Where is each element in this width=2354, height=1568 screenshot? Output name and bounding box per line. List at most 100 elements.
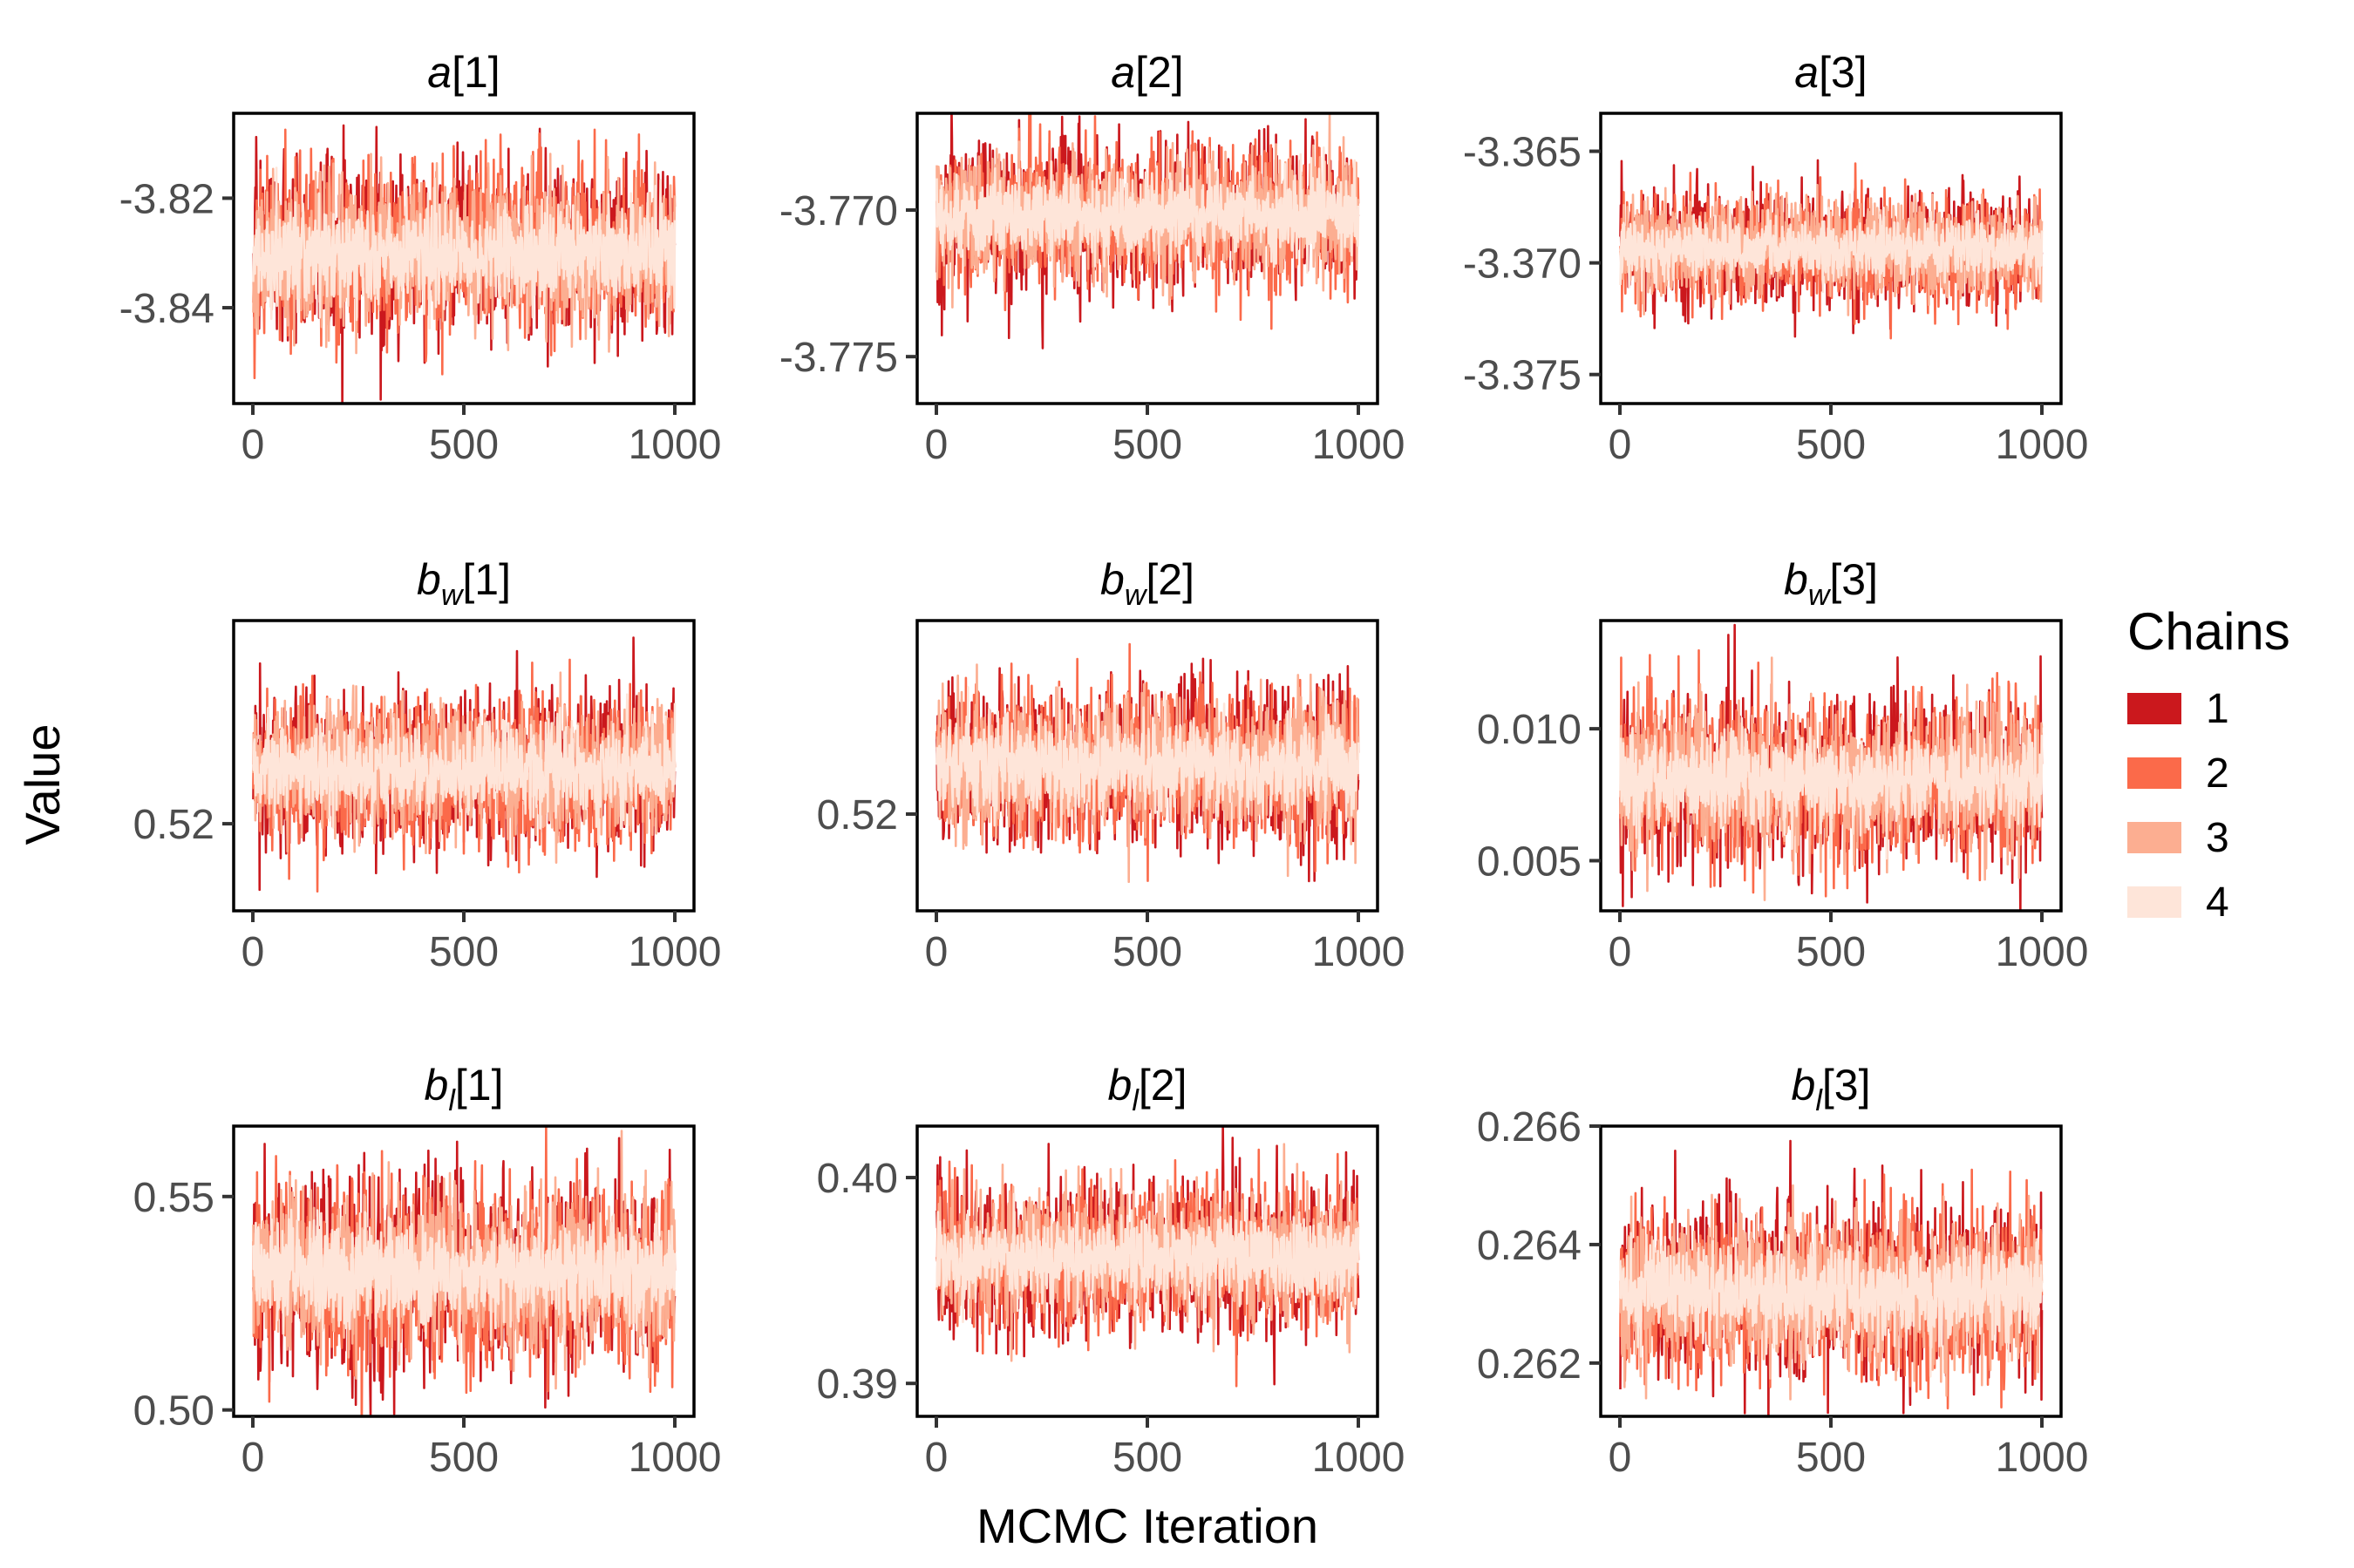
trace-lines	[935, 1126, 1360, 1388]
x-tick-label: 0	[1609, 929, 1632, 975]
x-tick-label: 0	[242, 929, 265, 975]
x-axis-title: MCMC Iteration	[976, 1498, 1318, 1553]
chain-4-trace	[935, 146, 1360, 274]
x-tick-label: 500	[1112, 929, 1182, 975]
legend-label: 3	[2206, 815, 2229, 861]
legend-title: Chains	[2127, 602, 2290, 661]
panel-title: a[3]	[1794, 48, 1867, 97]
panel-title: bw[2]	[1100, 555, 1194, 612]
trace-lines	[252, 124, 677, 404]
x-tick-label: 500	[1796, 422, 1866, 468]
x-tick-label: 0	[925, 1435, 949, 1481]
panel-title: bl[3]	[1792, 1061, 1871, 1117]
x-tick-label: 0	[1609, 422, 1632, 468]
y-tick-label: -3.770	[779, 188, 898, 234]
legend: Chains 1 2 3 4	[2127, 602, 2290, 926]
trace-panel: bw[1] 0.52 0 500 1000	[133, 555, 722, 975]
y-tick-label: 0.40	[817, 1156, 898, 1202]
x-tick-label: 0	[925, 929, 949, 975]
x-tick-label: 0	[242, 1435, 265, 1481]
chain-4-trace	[252, 1186, 677, 1361]
x-tick-label: 1000	[1996, 422, 2089, 468]
y-tick-label: 0.52	[133, 802, 214, 848]
trace-panel: bw[2] 0.52 0 500 1000	[817, 555, 1405, 975]
y-tick-label: -3.775	[779, 335, 898, 381]
y-tick-label: -3.375	[1463, 353, 1582, 399]
y-tick-label: 0.010	[1477, 707, 1582, 753]
trace-panel: bw[3] 0.005 0.010 0 500 1000	[1477, 555, 2089, 975]
trace-panel: a[2] -3.775 -3.770 0 500 1000	[779, 48, 1405, 468]
legend-item: 4	[2127, 879, 2229, 926]
legend-items: 1 2 3 4	[2127, 686, 2229, 926]
chain-4-trace	[1619, 703, 2044, 860]
legend-swatch	[2127, 693, 2181, 724]
x-tick-label: 500	[429, 1435, 499, 1481]
trace-panel: bl[1] 0.50 0.55 0 500 1000	[133, 1061, 722, 1481]
chain-4-trace	[1619, 1222, 2044, 1378]
y-tick-label: 0.55	[133, 1175, 214, 1221]
x-tick-label: 0	[1609, 1435, 1632, 1481]
x-tick-label: 0	[925, 422, 949, 468]
x-tick-label: 1000	[1312, 1435, 1405, 1481]
legend-label: 1	[2206, 686, 2229, 732]
trace-panel: bl[3] 0.262 0.264 0.266 0 500 1000	[1477, 1061, 2089, 1481]
panel-title: bl[2]	[1108, 1061, 1187, 1117]
legend-label: 2	[2206, 750, 2229, 797]
trace-lines	[1619, 1139, 2044, 1416]
panel-title: a[2]	[1111, 48, 1183, 97]
trace-panel: a[1] -3.84 -3.82 0 500 1000	[119, 48, 722, 468]
y-tick-label: 0.52	[817, 792, 898, 838]
trace-lines	[252, 636, 677, 893]
legend-item: 2	[2127, 750, 2229, 797]
x-tick-label: 0	[242, 422, 265, 468]
chain-4-trace	[935, 686, 1360, 830]
trace-panel: a[3] -3.375 -3.370 -3.365 0 500 1000	[1463, 48, 2089, 468]
panel-grid: a[1] -3.84 -3.82 0 500 1000 a[2] -3.775 -3.770 0 5…	[119, 48, 2089, 1481]
x-tick-label: 500	[1796, 929, 1866, 975]
y-tick-label: 0.264	[1477, 1223, 1582, 1269]
x-tick-label: 500	[1112, 422, 1182, 468]
y-tick-label: -3.365	[1463, 130, 1582, 176]
x-tick-label: 1000	[1312, 929, 1405, 975]
legend-label: 4	[2206, 879, 2229, 926]
x-tick-label: 1000	[1996, 929, 2089, 975]
legend-swatch	[2127, 886, 2181, 918]
trace-lines	[252, 1126, 677, 1416]
panel-title: bl[1]	[425, 1061, 504, 1117]
trace-panel: bl[2] 0.39 0.40 0 500 1000	[817, 1061, 1405, 1481]
y-tick-label: 0.266	[1477, 1104, 1582, 1151]
panel-title: bw[1]	[417, 555, 511, 612]
x-tick-label: 1000	[629, 929, 722, 975]
x-tick-label: 1000	[1996, 1435, 2089, 1481]
y-tick-label: -3.84	[119, 286, 214, 332]
x-tick-label: 500	[429, 929, 499, 975]
chain-4-trace	[252, 693, 677, 846]
y-tick-label: 0.005	[1477, 838, 1582, 885]
y-tick-label: -3.370	[1463, 241, 1582, 288]
legend-item: 3	[2127, 815, 2229, 861]
y-axis-title: Value	[15, 723, 70, 845]
trace-lines	[935, 642, 1360, 884]
y-tick-label: 0.50	[133, 1388, 214, 1435]
panel-title: a[1]	[427, 48, 500, 97]
panel-title: bw[3]	[1784, 555, 1878, 612]
chain-4-trace	[252, 166, 677, 329]
y-tick-label: 0.262	[1477, 1341, 1582, 1388]
chain-4-trace	[935, 1192, 1360, 1324]
x-tick-label: 500	[1796, 1435, 1866, 1481]
trace-lines	[1619, 159, 2044, 340]
trace-lines	[935, 113, 1360, 350]
x-tick-label: 1000	[629, 1435, 722, 1481]
trace-lines	[1619, 623, 2044, 911]
legend-item: 1	[2127, 686, 2229, 732]
x-tick-label: 500	[1112, 1435, 1182, 1481]
x-tick-label: 1000	[629, 422, 722, 468]
x-tick-label: 500	[429, 422, 499, 468]
y-tick-label: 0.39	[817, 1361, 898, 1408]
x-tick-label: 1000	[1312, 422, 1405, 468]
legend-swatch	[2127, 822, 2181, 853]
y-tick-label: -3.82	[119, 176, 214, 222]
legend-swatch	[2127, 757, 2181, 789]
